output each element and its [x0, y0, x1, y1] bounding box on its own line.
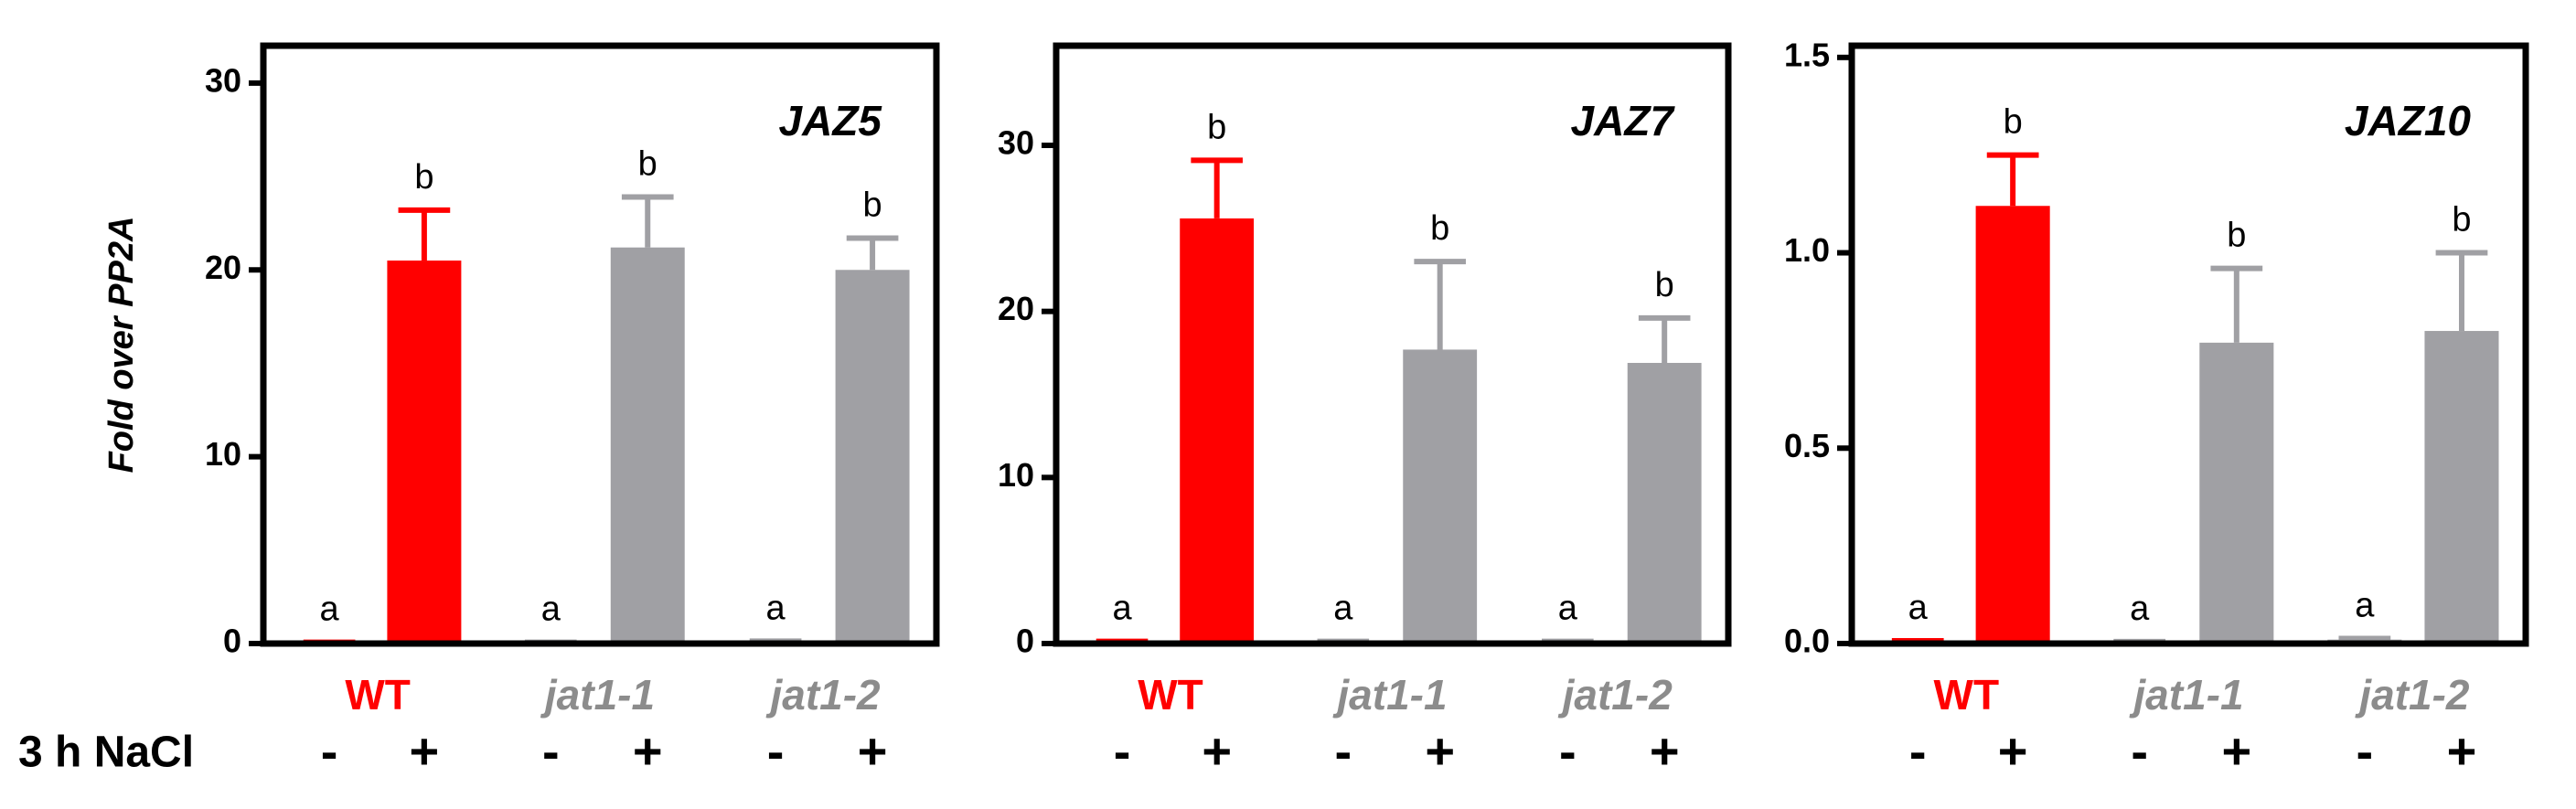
y-tick-label: 0.5 [1784, 427, 1830, 464]
significance-letter: a [1333, 590, 1353, 628]
y-tick-label: 1.0 [1784, 231, 1830, 269]
group-label: jat1-2 [2355, 671, 2470, 719]
significance-letter: b [2452, 201, 2471, 240]
y-tick-label: 20 [205, 249, 241, 286]
panel-title: JAZ5 [779, 97, 883, 144]
treatment-sign: + [1202, 722, 1232, 780]
group-label: jat1-2 [765, 671, 881, 719]
bar [1975, 206, 2050, 644]
treatment-sign: + [633, 722, 663, 780]
y-tick-label: 0 [223, 623, 241, 660]
bar [1180, 218, 1255, 644]
significance-letter: a [1908, 589, 1929, 627]
treatment-sign: + [2221, 722, 2251, 780]
y-tick-label: 0 [1016, 623, 1034, 660]
group-label: jat1-1 [1332, 671, 1447, 719]
bar [610, 247, 685, 644]
treatment-sign: - [321, 722, 338, 780]
y-tick-label: 1.5 [1784, 36, 1830, 73]
treatment-sign: - [1335, 722, 1352, 780]
significance-letter: a [766, 589, 786, 627]
significance-letter: b [1207, 108, 1226, 146]
significance-letter: a [320, 591, 340, 629]
significance-letter: b [863, 186, 882, 225]
treatment-sign: - [1909, 722, 1927, 780]
significance-letter: b [414, 158, 433, 197]
group-label: WT [345, 671, 411, 719]
significance-letter: b [2004, 103, 2023, 142]
treatment-sign: - [542, 722, 560, 780]
treatment-sign: + [1998, 722, 2028, 780]
y-axis-label: Fold over PP2A [102, 217, 141, 474]
treatment-sign: + [1650, 722, 1680, 780]
significance-letter: a [1558, 590, 1578, 628]
y-tick-label: 0.0 [1784, 623, 1830, 660]
panel-title: JAZ10 [2345, 97, 2471, 144]
group-label: WT [1138, 671, 1203, 719]
significance-letter: a [2355, 586, 2375, 624]
y-tick-label: 30 [205, 61, 241, 99]
treatment-sign: - [1114, 722, 1131, 780]
group-label: jat1-1 [2129, 671, 2243, 719]
panel-title: JAZ7 [1571, 97, 1676, 144]
significance-letter: b [638, 145, 657, 184]
treatment-label: 3 h NaCl [18, 729, 194, 777]
bar [2199, 342, 2274, 644]
group-label: WT [1934, 671, 2000, 719]
significance-letter: a [1112, 590, 1132, 628]
plot-frame [1848, 42, 2529, 647]
bar [1627, 362, 1702, 644]
treatment-sign: - [767, 722, 785, 780]
treatment-sign: - [1559, 722, 1577, 780]
bar [1403, 349, 1478, 644]
significance-letter: a [541, 591, 561, 629]
treatment-sign: + [410, 722, 440, 780]
plot-frame [1053, 42, 1732, 647]
treatment-sign: + [1425, 722, 1455, 780]
significance-letter: b [1430, 209, 1449, 248]
y-tick-label: 30 [998, 124, 1034, 162]
group-label: jat1-1 [540, 671, 655, 719]
plot-frame [260, 42, 940, 647]
bar [835, 270, 910, 644]
significance-letter: b [1655, 266, 1674, 304]
bar [387, 261, 462, 644]
significance-letter: b [2227, 217, 2246, 255]
group-label: jat1-2 [1558, 671, 1673, 719]
treatment-sign: - [2357, 722, 2374, 780]
treatment-sign: + [2447, 722, 2477, 780]
y-tick-label: 10 [205, 435, 241, 473]
bar [2424, 331, 2499, 644]
treatment-sign: + [858, 722, 888, 780]
treatment-sign: - [2131, 722, 2148, 780]
y-tick-label: 20 [998, 290, 1034, 327]
y-tick-label: 10 [998, 456, 1034, 494]
significance-letter: a [2130, 590, 2150, 628]
